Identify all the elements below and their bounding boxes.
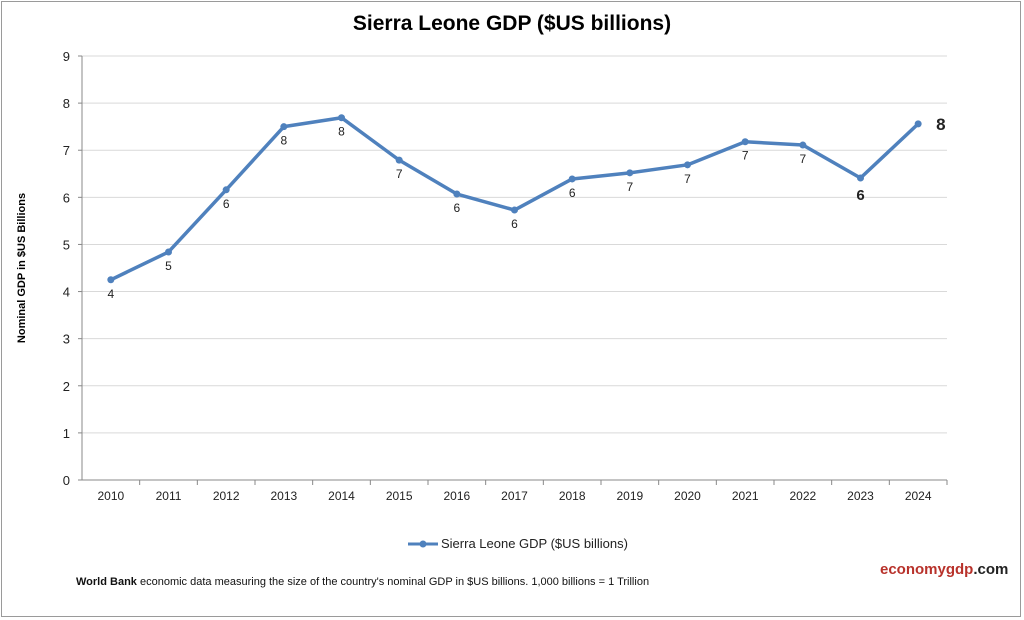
logo[interactable]: economygdp.com	[880, 561, 1008, 578]
legend-marker-icon	[408, 540, 438, 547]
x-tick-label: 2023	[847, 489, 874, 503]
data-point	[511, 206, 518, 214]
x-tick-label: 2022	[789, 489, 816, 503]
data-label: 7	[396, 167, 403, 181]
x-tick-label: 2021	[732, 489, 759, 503]
x-tick-label: 2010	[97, 489, 124, 503]
chart-title: Sierra Leone GDP ($US billions)	[352, 12, 672, 35]
data-label: 7	[799, 152, 806, 166]
y-tick-label: 2	[63, 379, 70, 394]
data-label: 7	[742, 149, 749, 163]
x-tick-label: 2014	[328, 489, 355, 503]
x-tick-label: 2015	[386, 489, 413, 503]
x-tick-label: 2012	[213, 489, 240, 503]
data-label: 6	[856, 187, 864, 204]
data-point	[395, 156, 403, 164]
data-point	[914, 120, 922, 128]
logo-main: economygdp	[880, 561, 974, 578]
data-label: 6	[511, 217, 518, 231]
x-tick-label: 2018	[559, 489, 586, 503]
y-tick-label: 5	[63, 237, 70, 252]
x-tick-label: 2019	[616, 489, 643, 503]
logo-suffix: .com	[973, 561, 1009, 578]
y-tick-label: 1	[63, 426, 70, 441]
x-tick-label: 2017	[501, 489, 528, 503]
data-point	[453, 190, 461, 198]
legend: Sierra Leone GDP ($US billions)	[408, 536, 628, 551]
data-label: 5	[165, 259, 172, 273]
legend-label: Sierra Leone GDP ($US billions)	[441, 536, 628, 551]
data-point	[107, 276, 115, 284]
y-tick-label: 0	[63, 473, 70, 488]
series-line	[110, 115, 920, 282]
data-point	[568, 175, 576, 183]
data-point	[799, 141, 807, 149]
footer-text: economic data measuring the size of the …	[136, 576, 650, 588]
y-tick-label: 8	[63, 96, 70, 111]
data-label: 6	[453, 201, 460, 215]
data-point	[741, 138, 749, 146]
x-tick-label: 2013	[270, 489, 297, 503]
data-label: 4	[107, 287, 114, 301]
y-tick-label: 7	[63, 143, 70, 158]
data-label: 6	[569, 186, 576, 200]
y-tick-label: 9	[63, 49, 70, 64]
footer-source: World Bank	[76, 576, 137, 588]
data-point	[338, 114, 345, 122]
data-label: 8	[936, 115, 945, 134]
data-point	[626, 169, 634, 177]
y-tick-label: 4	[63, 285, 70, 300]
data-point	[857, 174, 864, 182]
data-point	[280, 123, 288, 131]
y-tick-label: 6	[63, 190, 70, 205]
x-tick-label: 2016	[443, 489, 470, 503]
data-label: 8	[338, 125, 345, 139]
data-label: 7	[626, 180, 633, 194]
data-label: 6	[223, 197, 230, 211]
data-point	[684, 161, 691, 169]
data-label: 7	[684, 172, 691, 186]
x-tick-label: 2011	[156, 489, 182, 503]
data-point	[165, 248, 172, 256]
x-tick-label: 2024	[905, 489, 932, 503]
data-label: 8	[280, 134, 287, 148]
x-tick-label: 2020	[674, 489, 701, 503]
data-point	[222, 186, 230, 194]
y-tick-label: 3	[63, 332, 70, 347]
footer-note: World Bank economic data measuring the s…	[76, 576, 649, 588]
